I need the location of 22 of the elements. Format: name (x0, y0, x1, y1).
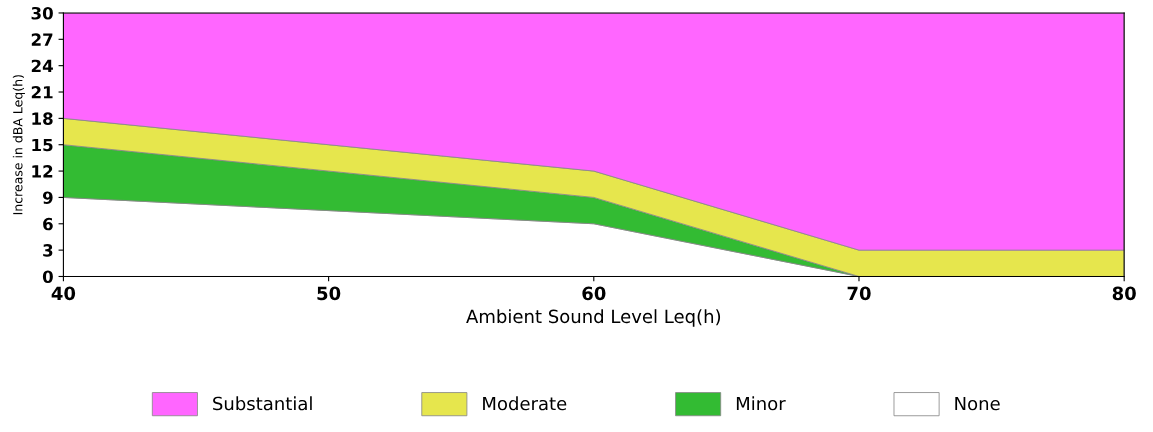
legend-label: Minor (736, 396, 786, 411)
legend-label: None (955, 396, 1000, 411)
x-tick-label: 70 (847, 286, 871, 301)
y-tick-label: 6 (43, 217, 53, 231)
x-axis-title: Ambient Sound Level Leq(h) (466, 309, 721, 327)
y-axis-title: Increase in dBA Leq(h) (12, 75, 25, 215)
x-tick-label: 50 (317, 286, 341, 301)
y-tick-label: 27 (31, 33, 53, 46)
y-tick-label: 3 (43, 244, 53, 257)
y-tick-label: 30 (31, 6, 53, 20)
y-tick-label: 15 (32, 138, 53, 152)
y-tick-label: 0 (42, 270, 53, 284)
y-tick-label: 24 (31, 59, 53, 72)
y-tick-label: 12 (32, 165, 53, 178)
legend-label: Moderate (483, 396, 567, 411)
x-tick-label: 60 (582, 286, 606, 301)
y-tick-label: 21 (31, 85, 53, 99)
y-tick-label: 18 (32, 112, 53, 125)
x-tick-label: 80 (1112, 286, 1136, 301)
legend-label: Substantial (213, 396, 312, 411)
y-tick-label: 9 (42, 191, 53, 204)
x-tick-label: 40 (51, 286, 76, 301)
